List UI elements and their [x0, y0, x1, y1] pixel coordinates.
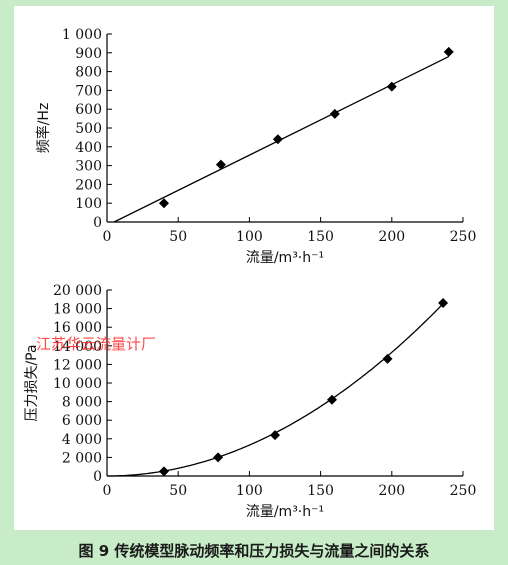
- figure-caption: 图 9 传统模型脉动频率和压力损失与流量之间的关系: [78, 542, 430, 560]
- y-axis-title: 压力损失/Pa: [24, 344, 40, 421]
- y-tick-label: 10 000: [53, 376, 102, 392]
- y-tick-label: 800: [75, 65, 102, 81]
- data-point: [382, 353, 393, 364]
- y-tick-label: 200: [75, 177, 102, 193]
- data-point: [326, 394, 337, 405]
- x-tick-label: 0: [103, 229, 112, 245]
- y-tick-label: 100: [75, 196, 102, 212]
- data-point: [329, 108, 340, 119]
- watermark-text: 江苏华云流量计厂: [36, 335, 157, 353]
- x-tick-label: 200: [378, 229, 405, 245]
- x-tick-label: 200: [378, 483, 405, 499]
- y-tick-label: 8 000: [62, 395, 102, 411]
- x-tick-label: 0: [103, 483, 112, 499]
- y-axis-title: 频率/Hz: [35, 103, 52, 154]
- y-tick-label: 700: [75, 83, 102, 99]
- y-tick-label: 20 000: [53, 283, 102, 299]
- data-point: [443, 46, 454, 57]
- x-tick-label: 150: [307, 483, 334, 499]
- data-point: [270, 430, 281, 441]
- x-tick-label: 50: [169, 483, 187, 499]
- y-tick-label: 4 000: [62, 432, 102, 448]
- y-tick-label: 6 000: [62, 413, 102, 429]
- y-tick-label: 1 000: [62, 27, 102, 43]
- fit-curve: [107, 303, 444, 477]
- y-tick-label: 400: [75, 140, 102, 156]
- y-tick-label: 2 000: [62, 450, 102, 466]
- x-tick-label: 100: [236, 229, 263, 245]
- y-tick-label: 600: [75, 102, 102, 118]
- data-point: [158, 198, 169, 209]
- y-tick-label: 18 000: [53, 302, 102, 318]
- y-tick-label: 12 000: [53, 357, 102, 373]
- y-tick-label: 16 000: [53, 320, 102, 336]
- data-point: [386, 81, 397, 92]
- x-tick-label: 50: [169, 229, 187, 245]
- x-tick-label: 100: [236, 483, 263, 499]
- y-tick-label: 0: [93, 469, 102, 485]
- y-tick-label: 14 000: [53, 339, 102, 355]
- y-tick-label: 900: [75, 46, 102, 62]
- x-tick-label: 150: [307, 229, 334, 245]
- data-point: [438, 298, 449, 309]
- y-tick-label: 0: [93, 215, 102, 231]
- data-point: [215, 159, 226, 170]
- data-point: [158, 466, 169, 477]
- y-tick-label: 300: [75, 159, 102, 175]
- y-tick-label: 500: [75, 121, 102, 137]
- data-point: [272, 134, 283, 145]
- x-tick-label: 250: [450, 483, 477, 499]
- data-point: [213, 452, 224, 463]
- x-axis-title: 流量/m³·h⁻¹: [246, 504, 324, 520]
- x-axis-title: 流量/m³·h⁻¹: [246, 250, 324, 266]
- x-tick-label: 250: [450, 229, 477, 245]
